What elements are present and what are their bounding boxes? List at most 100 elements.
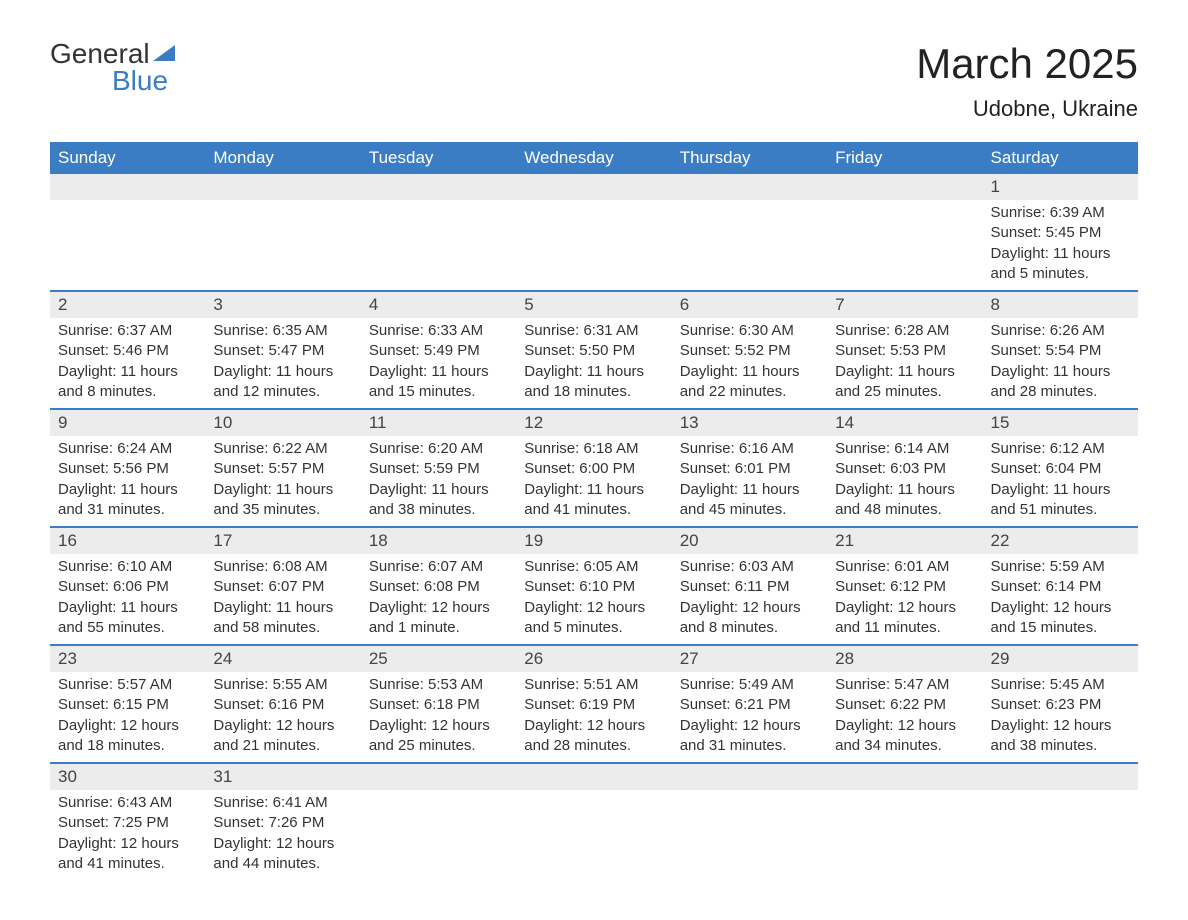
day-number: 26 [516, 644, 671, 672]
sunset-text: Sunset: 6:14 PM [991, 577, 1130, 597]
daylight-text: Daylight: 12 hours and 21 minutes. [213, 716, 352, 757]
sunrise-text: Sunrise: 5:53 AM [369, 675, 508, 695]
empty-day-content [361, 790, 516, 870]
calendar-day-cell: 4Sunrise: 6:33 AMSunset: 5:49 PMDaylight… [361, 290, 516, 408]
daylight-text: Daylight: 12 hours and 41 minutes. [58, 834, 197, 875]
sunrise-text: Sunrise: 6:33 AM [369, 321, 508, 341]
calendar-day-cell: 1Sunrise: 6:39 AMSunset: 5:45 PMDaylight… [983, 174, 1138, 290]
triangle-icon [153, 45, 175, 61]
daylight-text: Daylight: 12 hours and 1 minute. [369, 598, 508, 639]
daylight-text: Daylight: 12 hours and 11 minutes. [835, 598, 974, 639]
calendar-week-row: 1Sunrise: 6:39 AMSunset: 5:45 PMDaylight… [50, 174, 1138, 290]
calendar-day-cell [672, 762, 827, 880]
empty-day-content [672, 790, 827, 870]
sunrise-text: Sunrise: 5:51 AM [524, 675, 663, 695]
sunrise-text: Sunrise: 6:26 AM [991, 321, 1130, 341]
daylight-text: Daylight: 12 hours and 25 minutes. [369, 716, 508, 757]
empty-day-content [983, 790, 1138, 870]
empty-day-number [672, 762, 827, 790]
weekday-header: Monday [205, 142, 360, 174]
sunset-text: Sunset: 7:26 PM [213, 813, 352, 833]
day-number: 15 [983, 408, 1138, 436]
sunset-text: Sunset: 5:54 PM [991, 341, 1130, 361]
calendar-day-cell [516, 174, 671, 290]
calendar-day-cell: 12Sunrise: 6:18 AMSunset: 6:00 PMDayligh… [516, 408, 671, 526]
calendar-day-cell: 10Sunrise: 6:22 AMSunset: 5:57 PMDayligh… [205, 408, 360, 526]
calendar-day-cell: 15Sunrise: 6:12 AMSunset: 6:04 PMDayligh… [983, 408, 1138, 526]
day-number: 27 [672, 644, 827, 672]
day-number: 6 [672, 290, 827, 318]
day-number: 13 [672, 408, 827, 436]
sunset-text: Sunset: 5:45 PM [991, 223, 1130, 243]
calendar-day-cell [50, 174, 205, 290]
day-content: Sunrise: 6:43 AMSunset: 7:25 PMDaylight:… [50, 790, 205, 880]
daylight-text: Daylight: 12 hours and 8 minutes. [680, 598, 819, 639]
day-content: Sunrise: 5:47 AMSunset: 6:22 PMDaylight:… [827, 672, 982, 762]
day-content: Sunrise: 6:14 AMSunset: 6:03 PMDaylight:… [827, 436, 982, 526]
location: Udobne, Ukraine [916, 96, 1138, 122]
day-number: 25 [361, 644, 516, 672]
sunset-text: Sunset: 6:21 PM [680, 695, 819, 715]
day-content: Sunrise: 6:20 AMSunset: 5:59 PMDaylight:… [361, 436, 516, 526]
sunset-text: Sunset: 5:47 PM [213, 341, 352, 361]
daylight-text: Daylight: 12 hours and 44 minutes. [213, 834, 352, 875]
sunset-text: Sunset: 6:08 PM [369, 577, 508, 597]
calendar-week-row: 30Sunrise: 6:43 AMSunset: 7:25 PMDayligh… [50, 762, 1138, 880]
calendar-day-cell [983, 762, 1138, 880]
daylight-text: Daylight: 12 hours and 31 minutes. [680, 716, 819, 757]
day-content: Sunrise: 6:07 AMSunset: 6:08 PMDaylight:… [361, 554, 516, 644]
day-number: 7 [827, 290, 982, 318]
empty-day-content [827, 790, 982, 870]
calendar-day-cell: 3Sunrise: 6:35 AMSunset: 5:47 PMDaylight… [205, 290, 360, 408]
sunset-text: Sunset: 6:16 PM [213, 695, 352, 715]
daylight-text: Daylight: 11 hours and 22 minutes. [680, 362, 819, 403]
sunrise-text: Sunrise: 6:39 AM [991, 203, 1130, 223]
empty-day-content [516, 790, 671, 870]
daylight-text: Daylight: 12 hours and 15 minutes. [991, 598, 1130, 639]
day-content: Sunrise: 6:28 AMSunset: 5:53 PMDaylight:… [827, 318, 982, 408]
day-content: Sunrise: 6:35 AMSunset: 5:47 PMDaylight:… [205, 318, 360, 408]
sunrise-text: Sunrise: 6:14 AM [835, 439, 974, 459]
sunset-text: Sunset: 6:15 PM [58, 695, 197, 715]
sunrise-text: Sunrise: 5:47 AM [835, 675, 974, 695]
day-content: Sunrise: 6:39 AMSunset: 5:45 PMDaylight:… [983, 200, 1138, 290]
day-number: 10 [205, 408, 360, 436]
calendar-day-cell: 28Sunrise: 5:47 AMSunset: 6:22 PMDayligh… [827, 644, 982, 762]
empty-day-number [827, 762, 982, 790]
day-content: Sunrise: 6:18 AMSunset: 6:00 PMDaylight:… [516, 436, 671, 526]
calendar-day-cell: 21Sunrise: 6:01 AMSunset: 6:12 PMDayligh… [827, 526, 982, 644]
calendar-day-cell: 2Sunrise: 6:37 AMSunset: 5:46 PMDaylight… [50, 290, 205, 408]
empty-day-content [205, 200, 360, 280]
day-number: 19 [516, 526, 671, 554]
calendar-day-cell: 26Sunrise: 5:51 AMSunset: 6:19 PMDayligh… [516, 644, 671, 762]
logo-text-general: General [50, 40, 150, 68]
sunrise-text: Sunrise: 6:16 AM [680, 439, 819, 459]
calendar-day-cell [827, 174, 982, 290]
daylight-text: Daylight: 11 hours and 38 minutes. [369, 480, 508, 521]
daylight-text: Daylight: 11 hours and 18 minutes. [524, 362, 663, 403]
daylight-text: Daylight: 11 hours and 15 minutes. [369, 362, 508, 403]
sunset-text: Sunset: 5:57 PM [213, 459, 352, 479]
day-number: 2 [50, 290, 205, 318]
sunrise-text: Sunrise: 6:07 AM [369, 557, 508, 577]
calendar-day-cell: 22Sunrise: 5:59 AMSunset: 6:14 PMDayligh… [983, 526, 1138, 644]
sunset-text: Sunset: 5:46 PM [58, 341, 197, 361]
day-number: 12 [516, 408, 671, 436]
calendar-day-cell: 29Sunrise: 5:45 AMSunset: 6:23 PMDayligh… [983, 644, 1138, 762]
day-content: Sunrise: 5:51 AMSunset: 6:19 PMDaylight:… [516, 672, 671, 762]
day-number: 1 [983, 174, 1138, 200]
sunset-text: Sunset: 7:25 PM [58, 813, 197, 833]
day-content: Sunrise: 5:49 AMSunset: 6:21 PMDaylight:… [672, 672, 827, 762]
day-content: Sunrise: 6:41 AMSunset: 7:26 PMDaylight:… [205, 790, 360, 880]
day-number: 29 [983, 644, 1138, 672]
sunset-text: Sunset: 6:06 PM [58, 577, 197, 597]
daylight-text: Daylight: 11 hours and 48 minutes. [835, 480, 974, 521]
day-number: 16 [50, 526, 205, 554]
weekday-header: Thursday [672, 142, 827, 174]
empty-day-number [983, 762, 1138, 790]
daylight-text: Daylight: 12 hours and 34 minutes. [835, 716, 974, 757]
sunrise-text: Sunrise: 6:20 AM [369, 439, 508, 459]
calendar-day-cell: 19Sunrise: 6:05 AMSunset: 6:10 PMDayligh… [516, 526, 671, 644]
calendar-day-cell: 31Sunrise: 6:41 AMSunset: 7:26 PMDayligh… [205, 762, 360, 880]
calendar-day-cell: 30Sunrise: 6:43 AMSunset: 7:25 PMDayligh… [50, 762, 205, 880]
